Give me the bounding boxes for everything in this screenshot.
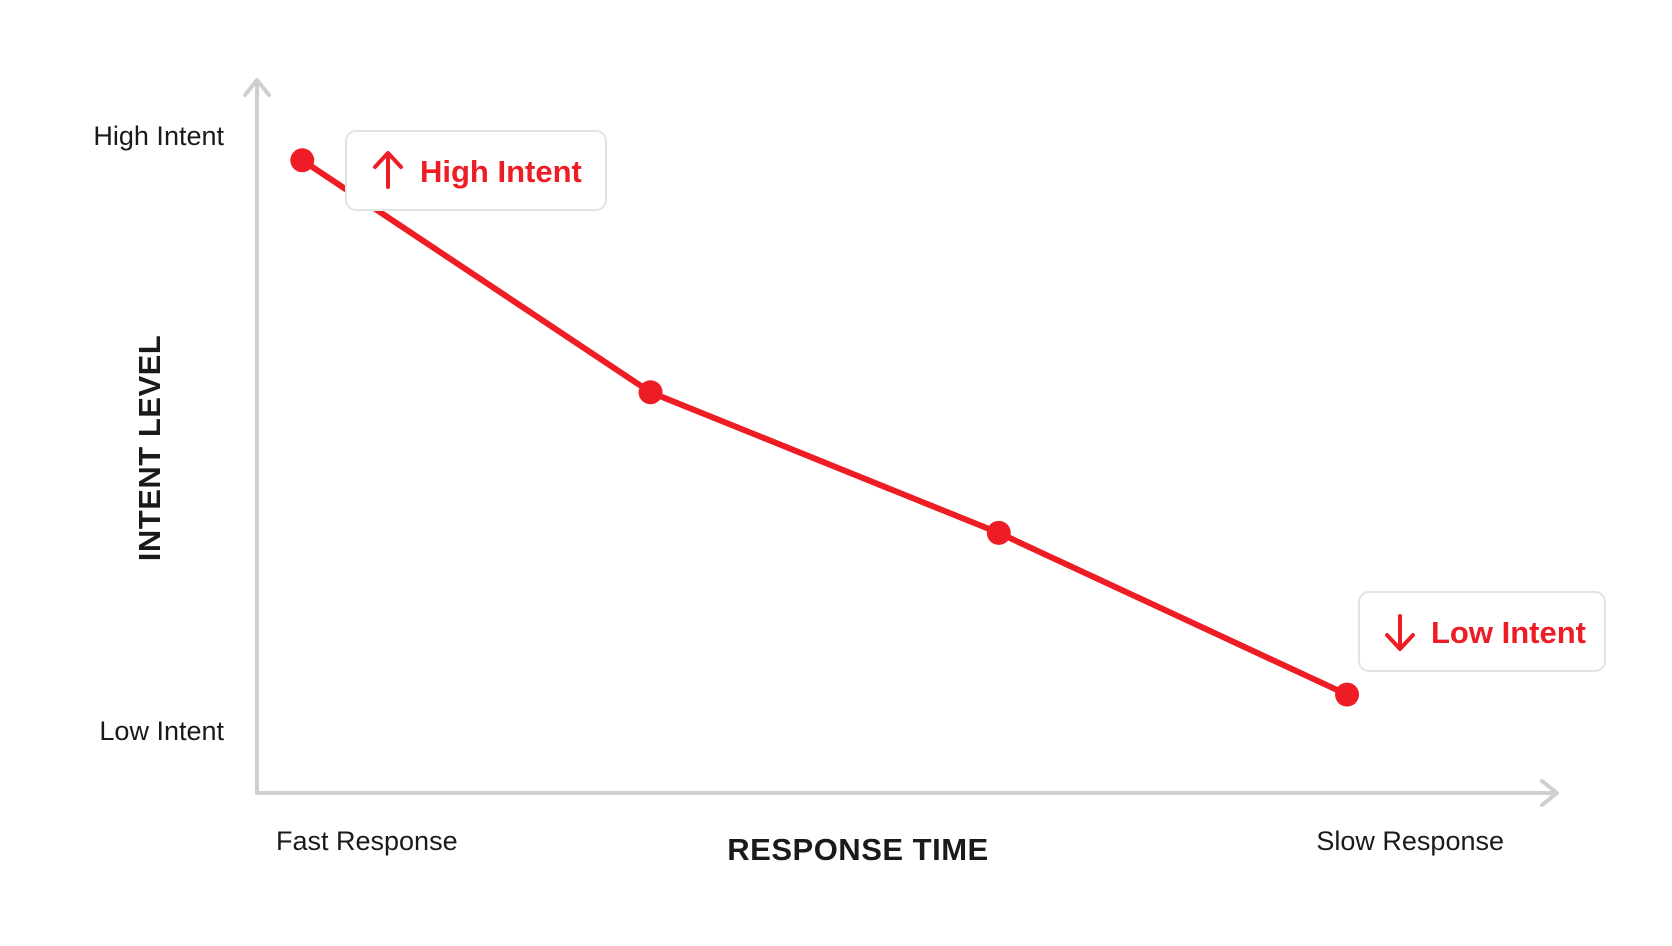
arrow-down-head [1385, 633, 1415, 651]
y-tick-label-bottom: Low Intent [99, 716, 224, 746]
arrow-up-head [373, 151, 403, 169]
y-axis-arrowhead [243, 78, 271, 97]
callout-high-label: High Intent [420, 154, 582, 189]
callout-high-box [345, 130, 607, 211]
callout-low-label: Low Intent [1431, 615, 1586, 650]
callout-low-intent: Low Intent [1358, 591, 1606, 672]
x-axis-arrowhead [1540, 779, 1559, 807]
x-tick-label-end: Slow Response [1316, 826, 1504, 856]
data-point-0 [290, 148, 315, 173]
x-tick-label-start: Fast Response [276, 826, 458, 856]
x-axis-title: RESPONSE TIME [727, 832, 988, 867]
arrow-up-icon [373, 151, 403, 189]
data-point-3 [1335, 682, 1360, 707]
data-point-1 [638, 380, 663, 405]
y-tick-label-top: High Intent [93, 121, 224, 151]
data-point-2 [986, 520, 1011, 545]
arrow-down-icon [1385, 614, 1415, 651]
callout-low-box [1358, 591, 1606, 672]
callout-high-intent: High Intent [345, 130, 607, 211]
series-line [299, 157, 1351, 698]
axes [243, 78, 1559, 807]
series-layer [290, 148, 1360, 707]
y-axis-title: INTENT LEVEL [132, 335, 167, 561]
